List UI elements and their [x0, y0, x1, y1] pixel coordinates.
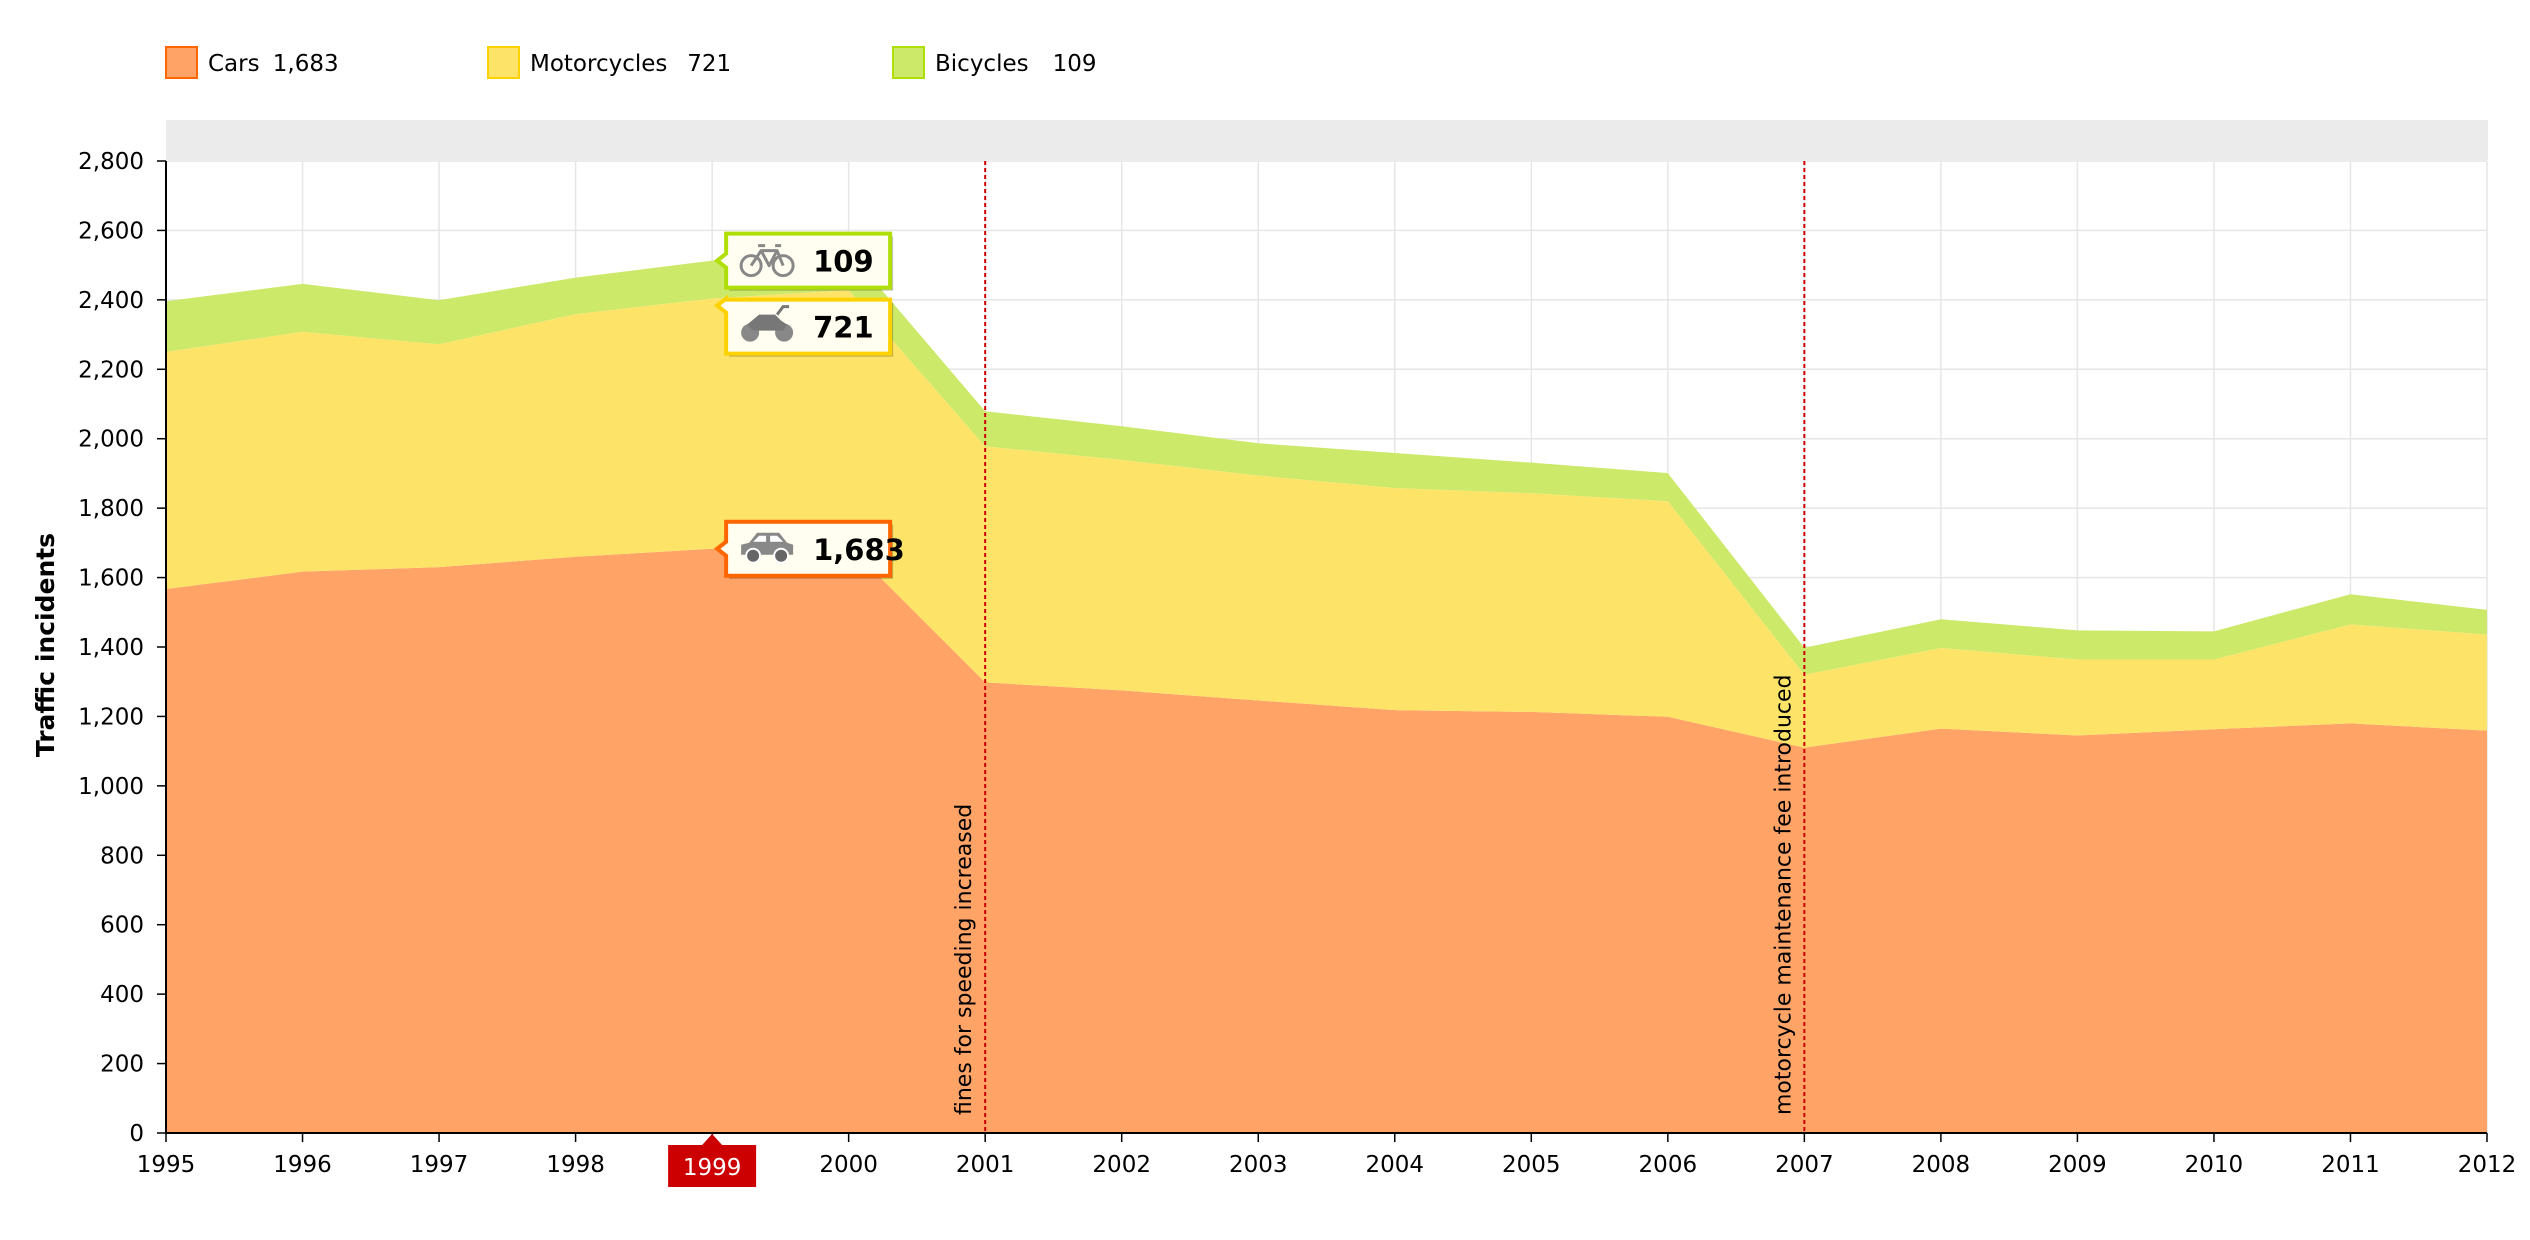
x-tick-label: 2005 — [1502, 1152, 1561, 1178]
y-tick-label: 200 — [100, 1052, 144, 1078]
balloon-value: 1,683 — [813, 533, 905, 567]
legend-value: 721 — [687, 51, 731, 77]
x-tick-label: 1995 — [137, 1152, 196, 1178]
guide-label: motorcycle maintenance fee introduced — [1771, 674, 1796, 1115]
legend-swatch[interactable] — [487, 46, 520, 79]
legend-value: 109 — [1053, 51, 1097, 77]
x-tick-label: 1997 — [410, 1152, 469, 1178]
legend-item-bicycles[interactable]: Bicycles 109 — [892, 46, 1097, 79]
y-tick-label: 2,000 — [78, 427, 144, 453]
y-tick-label: 1,600 — [78, 566, 144, 592]
x-tick-label: 2003 — [1229, 1152, 1288, 1178]
x-tick-label: 1998 — [546, 1152, 605, 1178]
y-tick-label: 1,800 — [78, 496, 144, 522]
balloon-value: 109 — [813, 245, 874, 279]
legend-label: Motorcycles — [530, 51, 667, 77]
y-tick-label: 2,600 — [78, 218, 144, 244]
x-tick-label: 2007 — [1775, 1152, 1834, 1178]
bicycle-wheel — [739, 254, 763, 278]
car-icon — [741, 532, 794, 564]
car-window — [753, 535, 784, 542]
balloon-motorcycles — [713, 294, 893, 356]
guide-label: fines for speeding increased — [952, 804, 977, 1115]
area-motorcycles — [166, 290, 2487, 748]
x-tick-label: 2009 — [2048, 1152, 2107, 1178]
x-tick-label: 2006 — [1639, 1152, 1698, 1178]
x-tick-label: 2001 — [956, 1152, 1015, 1178]
cursor-label-box — [668, 1134, 757, 1187]
x-tick-label: 1996 — [273, 1152, 332, 1178]
legend-item-motorcycles[interactable]: Motorcycles 721 — [487, 46, 731, 79]
x-tick-label: 2008 — [1912, 1152, 1971, 1178]
cursor-label: 1999 — [683, 1155, 742, 1181]
chart-scrollbar[interactable] — [166, 120, 2488, 160]
x-tick-label: 2002 — [1092, 1152, 1151, 1178]
x-tick-label: 2012 — [2458, 1152, 2517, 1178]
y-tick-label: 0 — [129, 1121, 144, 1147]
legend-label: Cars — [208, 51, 260, 77]
y-axis-label: Traffic incidents — [31, 533, 60, 757]
balloon-value: 721 — [813, 311, 874, 345]
legend-label: Bicycles — [935, 51, 1029, 77]
car-wheel — [745, 547, 762, 564]
y-tick-label: 2,400 — [78, 288, 144, 314]
x-tick-label: 2004 — [1365, 1152, 1424, 1178]
y-tick-label: 1,400 — [78, 635, 144, 661]
bicycle-icon — [739, 244, 795, 278]
bicycle-frame — [749, 244, 785, 268]
x-tick-label: 2011 — [2321, 1152, 2380, 1178]
x-tick-label: 2000 — [819, 1152, 878, 1178]
motorcycle-icon — [741, 305, 794, 342]
y-tick-label: 1,200 — [78, 704, 144, 730]
legend-value: 1,683 — [273, 51, 339, 77]
y-tick-label: 2,800 — [78, 149, 144, 175]
area-cars — [166, 545, 2487, 1133]
x-tick-label: 2010 — [2185, 1152, 2244, 1178]
legend-swatch[interactable] — [165, 46, 198, 79]
y-tick-label: 800 — [100, 843, 144, 869]
bicycle-wheel — [771, 254, 795, 278]
y-tick-label: 2,200 — [78, 357, 144, 383]
legend-item-cars[interactable]: Cars 1,683 — [165, 46, 339, 79]
motorcycle-body — [747, 314, 788, 331]
area-bicycles — [166, 251, 2487, 675]
y-tick-label: 1,000 — [78, 774, 144, 800]
motorcycle-handle — [775, 305, 790, 316]
legend-swatch[interactable] — [892, 46, 925, 79]
car-wheel — [773, 547, 790, 564]
y-tick-label: 400 — [100, 982, 144, 1008]
y-tick-label: 600 — [100, 913, 144, 939]
